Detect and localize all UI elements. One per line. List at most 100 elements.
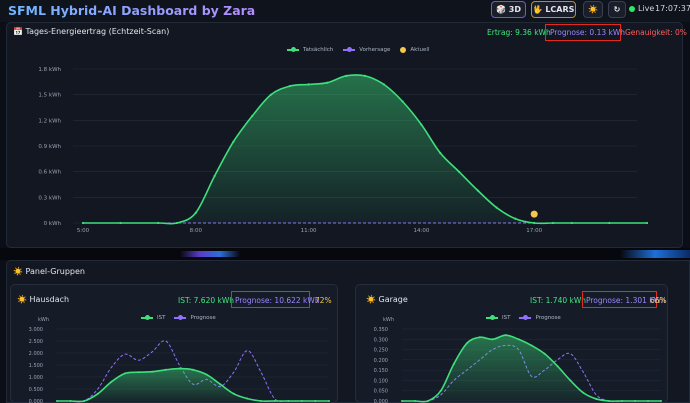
actual-data-point [551,221,555,225]
ist-legend-swatch [141,315,153,320]
ist-data-point [556,365,559,368]
y-tick-label: 0.3 kWh [38,195,61,201]
ist-data-point [491,338,494,341]
ist-data-point [137,371,140,374]
ist-data-point [260,400,262,402]
ist-data-point [273,400,276,402]
actual-data-point [194,211,197,214]
y-tick-label: 0.250 [374,348,388,354]
garage-percent: 66% [650,296,667,305]
prognose-highlight-box [545,24,621,41]
background-streak [620,250,690,258]
y-tick-label: 0.100 [374,378,388,384]
y-tick-label: 0 kWh [44,221,62,227]
ist-data-point [647,400,650,402]
refresh-button[interactable]: ↻ [608,1,626,18]
ist-series-area [57,368,329,402]
ist-legend-label[interactable]: IST [502,315,511,321]
y-unit-label: kWh [383,317,394,323]
forecast-legend-swatch [343,47,356,52]
actual-data-point [382,83,385,86]
y-tick-label: 0.150 [374,368,388,374]
actual-data-point [533,221,536,225]
actual-data-point [157,221,160,225]
y-tick-label: 0.6 kWh [38,170,61,176]
ist-data-point [530,344,533,347]
ist-data-point [582,391,585,394]
ist-data-point [504,334,507,337]
y-tick-label: 1.5 kWh [38,93,61,99]
hausdach-percent: 72% [315,296,332,305]
app-header: SFML Hybrid-AI Dashboard by Zara 🎲 3D 🖖 … [0,0,690,22]
garage-ist-stat: IST: 1.740 kWh [530,296,587,305]
ist-series-area [402,335,661,402]
daily-energy-title: 📅 Tages-Energieertrag (Echtzeit-Scan) [13,27,170,36]
actual-data-point [326,81,329,84]
prognose-legend-label[interactable]: Prognose [535,315,561,321]
actual-data-point [495,206,498,209]
lcars-button[interactable]: 🖖 LCARS [531,1,576,18]
x-tick-label: 11:00 [301,228,317,234]
garage-chart: kWh 0.350 0.300 0.250 0.200 0.150 0.100 0.050 0.… [374,317,662,403]
ist-data-point [401,400,403,402]
ertrag-stat: Ertrag: 9.36 kWh [487,28,551,37]
theme-toggle-button[interactable]: ☀️ [583,1,603,18]
actual-legend-label[interactable]: Tatsächlich [303,47,334,53]
garage-title: ☀️ Garage [366,295,408,304]
y-tick-label: 0.9 kWh [38,144,61,150]
3d-button[interactable]: 🎲 3D [491,1,526,18]
ist-data-point [83,400,86,402]
x-tick-label: 5:00 [77,228,90,234]
app-title: SFML Hybrid-AI Dashboard by Zara [8,3,256,18]
y-tick-label: 0.200 [374,358,388,364]
hausdach-prognose-stat: Prognose: 10.622 kWh [235,296,320,305]
prognose-stat: Prognose: 0.13 kWh [550,28,626,37]
hausdach-prognose-highlight-box [231,291,310,308]
ist-data-point [178,367,181,370]
y-tick-label: 0.350 [374,327,388,333]
y-tick-label: 1.500 [29,363,43,369]
garage-legend: IST Prognose [486,315,561,321]
actual-data-point [307,83,310,86]
ist-data-point [478,336,481,339]
actual-data-point [608,221,611,225]
garage-card: ☀️ Garage IST: 1.740 kWh Prognose: 1.301… [355,284,668,403]
garage-prognose-highlight-box [582,291,657,308]
ist-data-point [246,397,249,400]
y-tick-label: 0.300 [374,337,388,343]
ist-data-point [232,392,235,395]
hausdach-title: ☀️ Hausdach [17,295,70,304]
actual-data-point [213,174,216,178]
ist-legend-label[interactable]: IST [157,315,166,321]
ist-data-point [465,342,468,345]
live-indicator-icon [629,6,635,12]
current-legend-label[interactable]: Aktuell [410,47,430,53]
actual-data-point [251,114,254,118]
ist-data-point [543,352,546,355]
actual-data-point [175,221,179,225]
y-tick-label: 1.000 [29,375,43,381]
ist-data-point [413,400,416,402]
actual-data-point [288,85,291,88]
actual-data-point [81,221,85,225]
actual-data-point [269,93,273,96]
ist-data-point [660,400,662,402]
prognose-legend-label[interactable]: Prognose [190,315,216,321]
background-strip [0,248,690,260]
ist-data-point [517,338,520,341]
ist-data-point [205,373,208,376]
x-tick-label: 8:00 [190,228,203,234]
ist-data-point [96,392,99,395]
ist-data-point [56,400,58,402]
live-label: Live [638,4,655,13]
background-streak [180,251,240,257]
ist-data-point [439,389,442,392]
ist-data-point [328,400,330,402]
y-tick-label: 2.000 [29,351,43,357]
daily-energy-chart: 1.8 kWh 1.5 kWh 1.2 kWh 0.9 kWh 0.6 kWh 0.3 k… [38,67,649,234]
forecast-legend-label[interactable]: Vorhersage [359,47,391,53]
ist-data-point [69,400,72,402]
actual-data-point [119,221,122,225]
ist-data-point [164,368,167,371]
actual-data-point [457,170,461,173]
